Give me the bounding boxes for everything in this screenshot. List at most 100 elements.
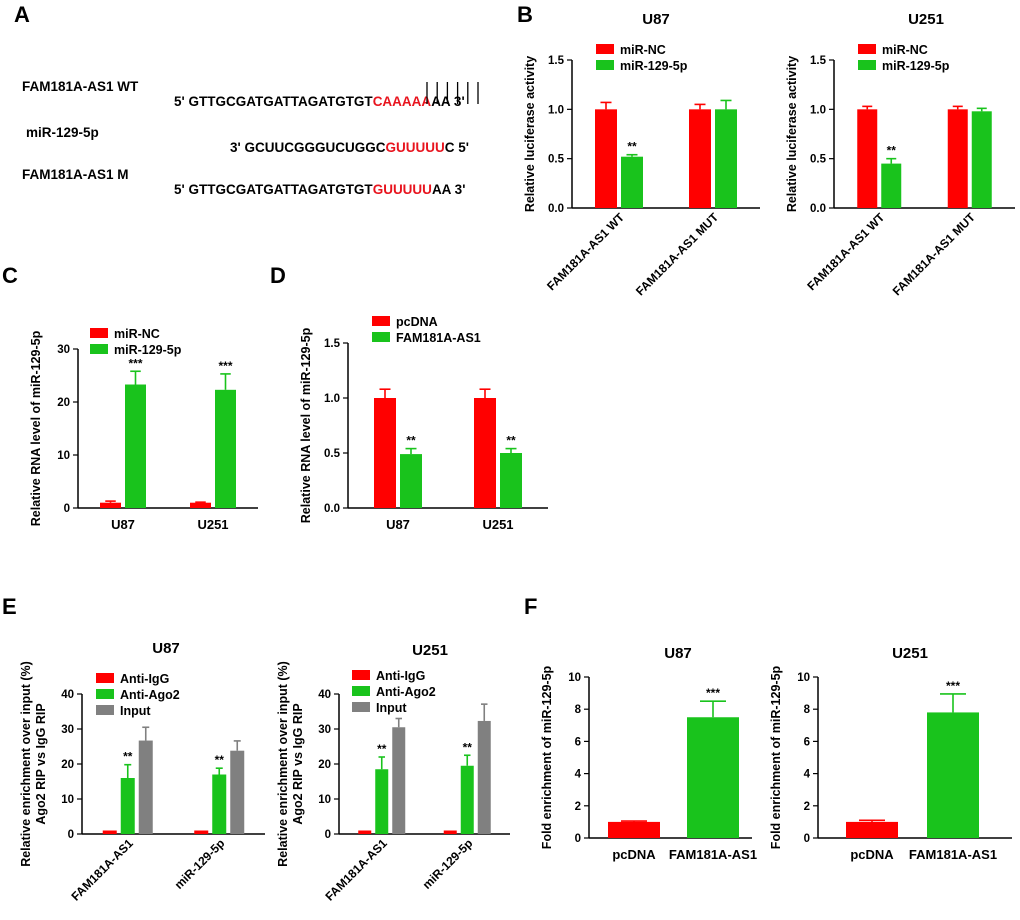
y-axis-label-line2: Ago2 RIP vs IgG RIP (291, 703, 305, 824)
bar (392, 727, 406, 834)
significance-label: *** (218, 359, 232, 373)
bar (947, 109, 968, 208)
bar (460, 765, 474, 834)
y-tick-label: 4 (804, 769, 811, 781)
legend-swatch (596, 44, 614, 54)
sequence-text-mir: 3' GCUUCGGGUCUGGCGUUUUUC 5' (230, 140, 469, 155)
legend-swatch (372, 332, 390, 342)
sequence-row-wt: FAM181A-AS1 WT 5' GTTGCGATGATTAGATGTGTCA… (22, 64, 465, 124)
bar (125, 384, 146, 508)
y-tick-label: 0 (325, 829, 331, 841)
chart-title: U251 (908, 11, 944, 28)
sequence-mir-suffix: C 5' (444, 140, 469, 155)
y-axis-label-line2: Ago2 RIP vs IgG RIP (34, 703, 48, 824)
legend-swatch (596, 60, 614, 70)
bar (595, 109, 617, 208)
significance-label: ** (406, 434, 416, 448)
bar (474, 398, 496, 508)
y-tick-label: 1.0 (324, 393, 340, 405)
bar (212, 774, 227, 834)
legend-label: Input (376, 701, 407, 715)
x-tick-label: U251 (482, 517, 513, 532)
y-tick-label: 0 (68, 829, 74, 841)
legend-label: Anti-Ago2 (376, 685, 436, 699)
legend-swatch (90, 328, 108, 338)
y-tick-label: 0 (64, 503, 70, 515)
x-tick-label: FAM181A-AS1 (669, 847, 757, 862)
bar (477, 720, 491, 834)
y-axis-label: Relative luciferase activity (785, 56, 799, 212)
sequence-name-mir: miR-129-5p (26, 125, 99, 140)
significance-label: ** (887, 144, 897, 158)
y-axis-label: Relative enrichment over input (%) (276, 661, 290, 867)
y-tick-label: 10 (797, 672, 810, 684)
legend-swatch (96, 689, 114, 699)
y-axis-label: Fold enrichment of miR-129-5p (769, 665, 783, 849)
bar (857, 109, 878, 208)
y-tick-label: 0.0 (810, 203, 826, 215)
binding-site-mir: GUUUUU (385, 140, 445, 155)
y-tick-label: 1.5 (324, 338, 341, 350)
y-tick-label: 10 (568, 672, 581, 684)
bar (927, 712, 979, 838)
legend-swatch (352, 686, 370, 696)
bar (443, 830, 457, 834)
y-tick-label: 8 (575, 704, 582, 716)
bar (689, 109, 711, 208)
significance-label: *** (946, 679, 960, 693)
significance-label: ** (215, 753, 225, 767)
panel-letter-a: A (14, 2, 30, 27)
y-tick-label: 10 (61, 794, 74, 806)
significance-label: *** (706, 686, 720, 700)
sequence-name-mut: FAM181A-AS1 M (22, 167, 129, 182)
bar (215, 389, 236, 508)
chart-title: U251 (412, 642, 448, 659)
y-tick-label: 20 (318, 759, 331, 771)
y-tick-label: 0.0 (324, 503, 340, 515)
legend-swatch (352, 670, 370, 680)
y-tick-label: 40 (318, 689, 331, 701)
legend-label: FAM181A-AS1 (396, 331, 481, 345)
significance-label: ** (627, 140, 637, 154)
x-tick-label: U87 (111, 517, 135, 532)
y-tick-label: 2 (575, 801, 581, 813)
bar (608, 821, 660, 838)
legend-label: miR-NC (882, 43, 928, 57)
bar (375, 769, 389, 834)
panel-letter-c: C (2, 263, 18, 288)
legend-swatch (90, 344, 108, 354)
significance-label: ** (123, 750, 133, 764)
legend-swatch (372, 316, 390, 326)
y-tick-label: 1.0 (810, 104, 826, 116)
base-pairing-lines (426, 82, 479, 104)
y-tick-label: 4 (575, 769, 582, 781)
legend-label: Anti-IgG (376, 669, 425, 683)
legend-label: miR-129-5p (620, 59, 688, 73)
sequence-mut-suffix: AA 3' (431, 182, 466, 197)
y-axis-label: Fold enrichment of miR-129-5p (540, 665, 554, 849)
y-tick-label: 30 (318, 724, 331, 736)
chart-title: U87 (642, 11, 670, 28)
sequence-mir-prefix: 3' GCUUCGGGUCUGGC (230, 140, 386, 155)
legend-label: miR-NC (114, 327, 160, 341)
sequence-text-wt: 5' GTTGCGATGATTAGATGTGTCAAAAAAA 3' (174, 94, 465, 109)
bar (194, 830, 209, 834)
y-tick-label: 30 (61, 724, 74, 736)
bar (100, 502, 121, 508)
y-tick-label: 0.5 (548, 154, 565, 166)
y-tick-label: 0.5 (324, 448, 341, 460)
bar (400, 454, 422, 508)
panel-letter-e: E (2, 594, 17, 619)
legend-swatch (96, 673, 114, 683)
significance-label: ** (463, 740, 473, 754)
bar (138, 740, 153, 834)
y-tick-label: 8 (804, 704, 811, 716)
y-axis-label: Relative RNA level of miR-129-5p (299, 327, 313, 523)
bar (374, 398, 396, 508)
